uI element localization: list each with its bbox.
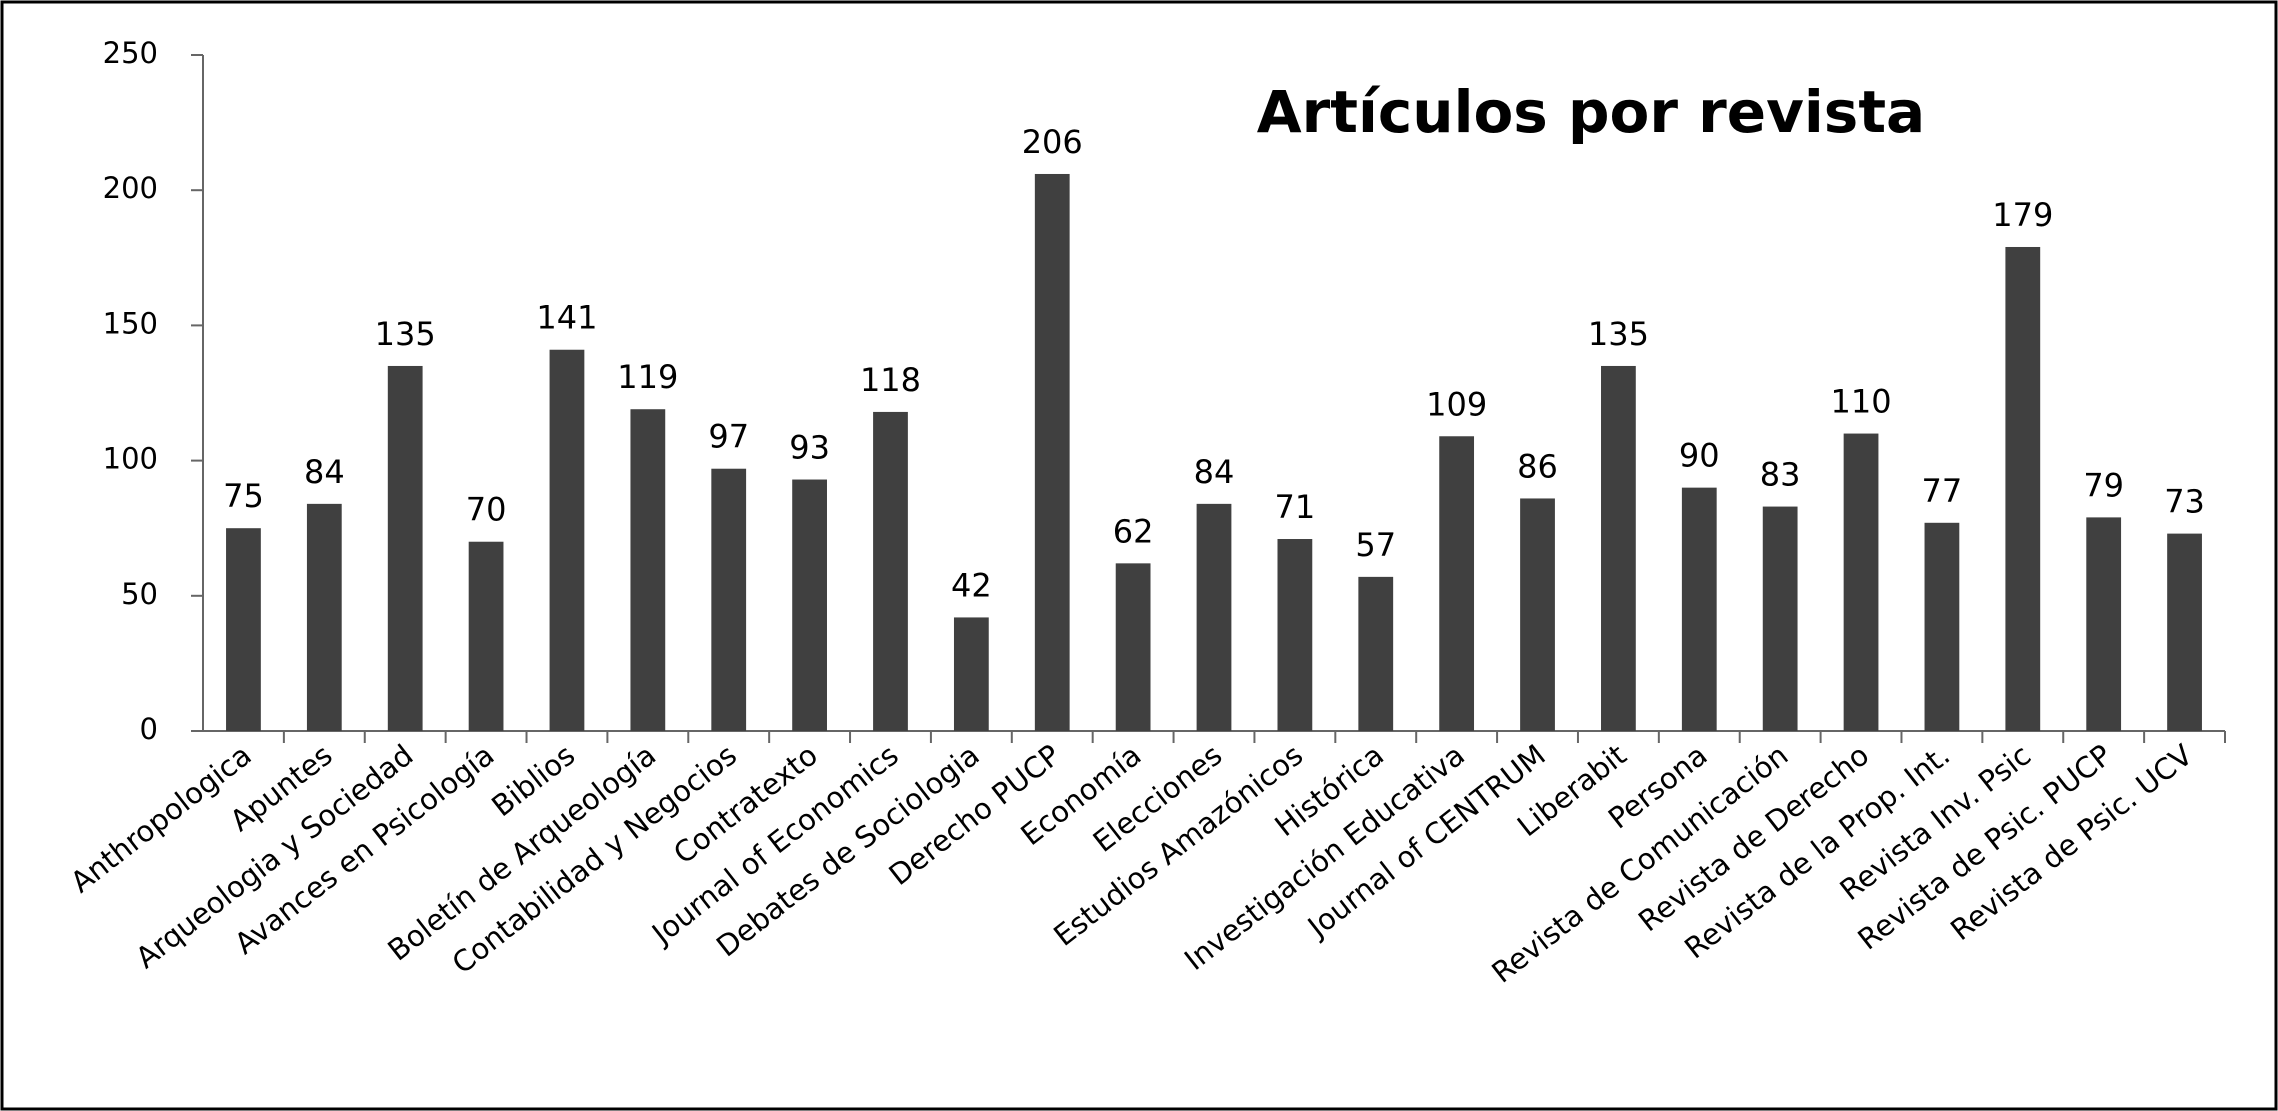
bar bbox=[1924, 522, 1960, 731]
value-label: 70 bbox=[466, 491, 507, 529]
value-label: 179 bbox=[1992, 196, 2053, 234]
bar bbox=[1115, 563, 1151, 731]
value-label: 57 bbox=[1355, 526, 1396, 564]
value-label: 62 bbox=[1113, 512, 1154, 550]
y-tick-label: 50 bbox=[121, 577, 158, 611]
y-tick-label: 0 bbox=[140, 712, 158, 746]
value-label: 119 bbox=[617, 358, 678, 396]
bar bbox=[1681, 487, 1717, 731]
value-label: 86 bbox=[1517, 447, 1558, 485]
bar bbox=[953, 617, 989, 731]
value-label: 77 bbox=[1922, 472, 1963, 510]
bar bbox=[873, 411, 908, 731]
bar bbox=[630, 409, 666, 731]
value-label: 97 bbox=[708, 418, 749, 456]
bar bbox=[306, 503, 342, 731]
bar bbox=[1601, 365, 1636, 731]
value-label: 90 bbox=[1679, 437, 1720, 475]
bar bbox=[1358, 576, 1394, 731]
value-label: 93 bbox=[789, 429, 830, 467]
bar bbox=[1843, 433, 1879, 731]
value-label: 75 bbox=[223, 477, 264, 515]
value-label: 109 bbox=[1426, 385, 1487, 423]
value-label: 135 bbox=[1588, 315, 1649, 353]
y-tick-label: 100 bbox=[103, 442, 158, 476]
bar bbox=[1277, 539, 1313, 731]
value-label: 84 bbox=[304, 453, 345, 491]
bar bbox=[2167, 533, 2202, 731]
bar bbox=[387, 365, 423, 731]
value-label: 135 bbox=[375, 315, 436, 353]
y-tick-label: 250 bbox=[103, 36, 158, 70]
bar bbox=[549, 349, 585, 731]
bar bbox=[1439, 436, 1475, 731]
bar bbox=[1762, 506, 1798, 731]
value-label: 141 bbox=[536, 299, 597, 337]
value-label: 83 bbox=[1760, 456, 1801, 494]
y-tick-label: 150 bbox=[103, 306, 158, 340]
chart-title: Artículos por revista bbox=[1257, 78, 1925, 146]
bar bbox=[711, 468, 747, 731]
value-label: 84 bbox=[1194, 453, 1235, 491]
bar bbox=[1520, 498, 1555, 731]
value-label: 42 bbox=[951, 566, 992, 604]
value-label: 206 bbox=[1022, 123, 1083, 161]
bar bbox=[2005, 246, 2041, 731]
y-tick-label: 200 bbox=[103, 171, 158, 205]
value-label: 73 bbox=[2164, 483, 2205, 521]
value-label: 110 bbox=[1831, 383, 1892, 421]
value-label: 118 bbox=[860, 361, 921, 399]
value-label: 79 bbox=[2083, 466, 2124, 504]
bar bbox=[1196, 503, 1232, 731]
bar bbox=[468, 541, 504, 731]
bar bbox=[2086, 517, 2122, 731]
bar bbox=[1034, 173, 1070, 731]
bar bbox=[792, 479, 827, 731]
value-label: 71 bbox=[1275, 488, 1316, 526]
bar bbox=[226, 528, 261, 731]
